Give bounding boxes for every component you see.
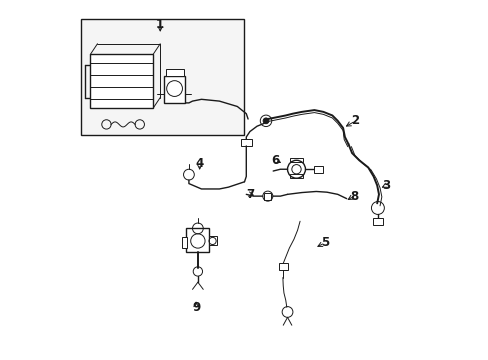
Bar <box>264 193 271 200</box>
Text: 8: 8 <box>349 190 357 203</box>
Bar <box>185 228 209 252</box>
Text: 5: 5 <box>321 236 328 249</box>
Text: 6: 6 <box>270 154 279 167</box>
Bar <box>290 158 302 162</box>
Text: 9: 9 <box>192 301 200 314</box>
Bar <box>241 139 251 146</box>
Bar <box>163 76 185 103</box>
Text: 1: 1 <box>156 18 164 31</box>
Bar <box>182 237 187 248</box>
Bar <box>208 236 216 245</box>
Text: 3: 3 <box>381 179 389 192</box>
Bar <box>165 69 183 76</box>
Bar <box>290 174 302 178</box>
Bar <box>278 263 287 270</box>
Bar <box>372 219 383 225</box>
Bar <box>81 19 244 135</box>
Text: 7: 7 <box>245 188 253 201</box>
Text: 4: 4 <box>195 157 203 170</box>
Bar <box>90 54 153 108</box>
Text: 2: 2 <box>351 114 359 127</box>
Bar <box>314 166 323 173</box>
Circle shape <box>263 118 268 124</box>
